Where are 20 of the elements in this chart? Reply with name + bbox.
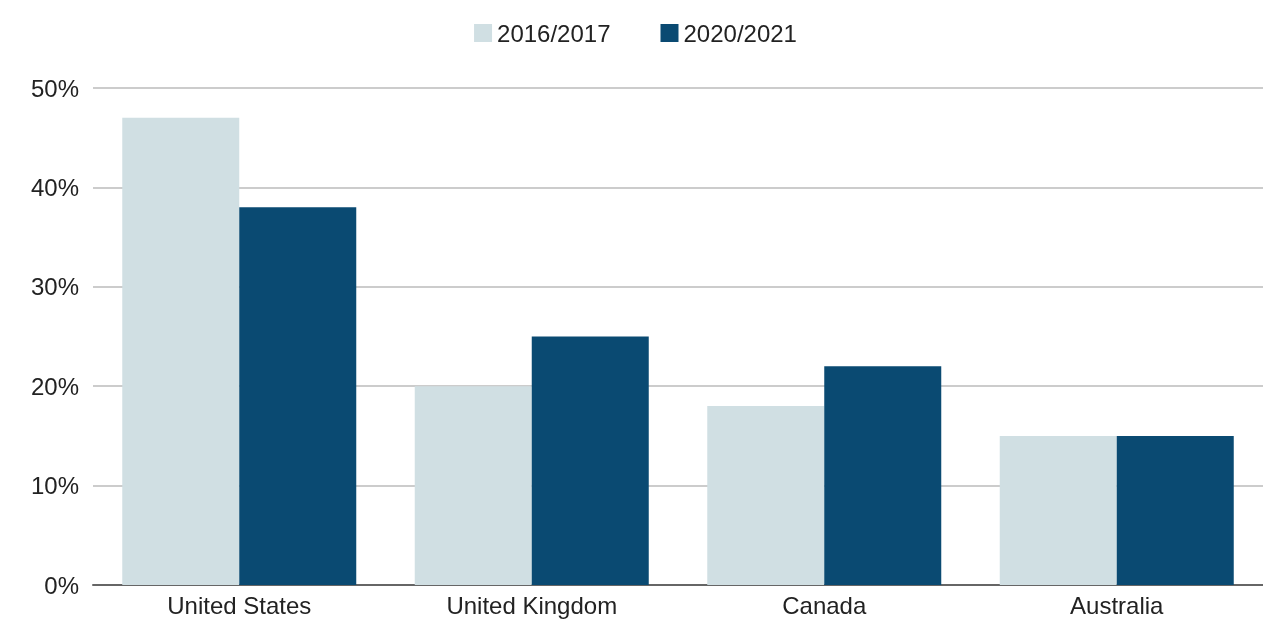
bar: [239, 207, 357, 585]
y-tick-label: 40%: [30, 173, 79, 201]
x-tick-label: United Kingdom: [446, 591, 618, 619]
bar: [414, 386, 532, 585]
x-tick-label: Canada: [782, 591, 867, 619]
y-tick-label: 0%: [44, 571, 79, 599]
bar: [531, 336, 649, 585]
legend-label: 2020/2021: [683, 19, 797, 47]
y-tick-label: 50%: [30, 74, 79, 102]
y-tick-label: 30%: [30, 273, 79, 301]
x-tick-label: Australia: [1070, 591, 1165, 619]
bar: [1116, 435, 1234, 585]
legend-label: 2016/2017: [497, 19, 611, 47]
y-tick-label: 10%: [30, 472, 79, 500]
y-tick-label: 20%: [30, 372, 79, 400]
bar: [999, 435, 1117, 585]
x-tick-label: United States: [167, 591, 312, 619]
bar: [824, 366, 942, 585]
bar: [707, 406, 825, 585]
bar: [122, 117, 240, 585]
